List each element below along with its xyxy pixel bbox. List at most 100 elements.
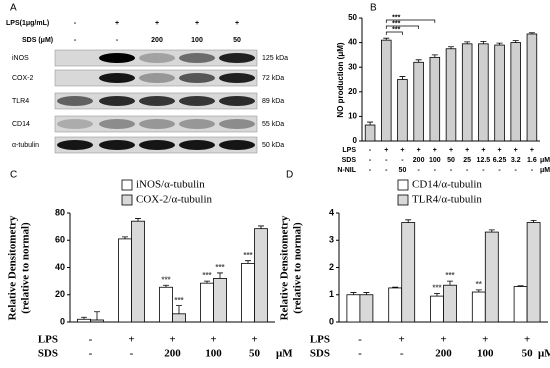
blot-band <box>219 119 255 129</box>
legend-label: COX-2/α-tubulin <box>136 194 213 206</box>
y-tick-label: 20 <box>348 87 357 96</box>
bar <box>77 318 91 323</box>
row-label: - <box>385 167 388 174</box>
error-bar <box>415 59 422 63</box>
row-label: 6.25 <box>493 157 507 164</box>
error-bar <box>81 316 87 320</box>
row-label: + <box>433 147 437 154</box>
error-bar <box>367 121 374 126</box>
y-axis-label: (relative to normal) <box>20 222 32 314</box>
error-bar <box>245 260 251 264</box>
error-bar <box>530 219 537 223</box>
blot-band <box>179 96 215 106</box>
error-bar <box>464 41 471 44</box>
row-label: + <box>530 147 534 154</box>
row-name: SDS <box>310 348 330 360</box>
blot-band <box>139 53 175 63</box>
row-label: + <box>384 147 388 154</box>
y-tick-label: 0 <box>60 316 65 326</box>
legend-swatch <box>397 179 409 191</box>
bar <box>445 48 457 142</box>
row-label: - <box>434 167 437 174</box>
row-label: 1.6 <box>527 157 537 164</box>
row-label: + <box>465 147 469 154</box>
error-bar <box>528 32 535 34</box>
error-bar <box>122 236 128 239</box>
band-name: TLR4 <box>12 98 29 105</box>
blot-band <box>99 119 135 129</box>
bar <box>401 222 416 323</box>
bar <box>90 319 104 323</box>
row-label: - <box>89 348 93 360</box>
bar <box>364 124 376 142</box>
row-label: 100 <box>429 157 441 164</box>
blot-band <box>57 140 93 150</box>
legend-swatch <box>121 179 133 191</box>
error-bar <box>512 40 519 43</box>
row-label: - <box>385 157 388 164</box>
significance-label: ** <box>476 280 483 289</box>
row-label: - <box>358 334 362 346</box>
significance-bracket <box>385 31 403 35</box>
bar <box>241 263 255 323</box>
row-unit: μM <box>540 157 550 164</box>
y-tick-label: 1 <box>329 289 334 299</box>
row-label: 50 <box>522 348 534 360</box>
row-label: 3.2 <box>511 157 521 164</box>
blot-band <box>139 96 175 106</box>
band-size: 55 kDa <box>262 121 284 128</box>
row-label: + <box>210 334 216 346</box>
condition-label: 50 <box>233 37 241 44</box>
bar <box>131 220 145 323</box>
y-tick-label: 10 <box>348 112 357 121</box>
blot-band <box>57 96 93 106</box>
y-tick-label: 80 <box>55 207 65 217</box>
bar <box>213 277 227 323</box>
row-label: - <box>369 157 372 164</box>
error-bar <box>488 229 495 233</box>
y-tick-label: 60 <box>55 235 65 245</box>
row-name: LPS <box>342 147 356 154</box>
significance-bracket <box>385 25 419 29</box>
row-label: 12.5 <box>477 157 491 164</box>
row-label: - <box>515 167 518 174</box>
error-bar <box>383 37 390 41</box>
row-label: - <box>450 167 453 174</box>
panel-letter: B <box>370 3 377 14</box>
error-bar <box>363 292 370 295</box>
error-bar <box>475 289 482 293</box>
bar <box>526 33 538 142</box>
legend-swatch <box>121 194 133 206</box>
band-size: 72 kDa <box>262 75 284 82</box>
row-label: + <box>417 147 421 154</box>
bar <box>461 43 473 142</box>
significance-label: *** <box>392 14 400 21</box>
error-bar <box>350 292 357 295</box>
y-tick-label: 20 <box>55 289 65 299</box>
error-bar <box>480 40 487 44</box>
blot-band <box>179 53 215 63</box>
row-label: + <box>400 147 404 154</box>
bar <box>430 295 444 323</box>
significance-label: *** <box>174 296 184 305</box>
row-unit: μM <box>540 167 550 174</box>
row-name: LPS <box>310 334 330 346</box>
significance-bracket <box>385 19 436 23</box>
row-label: + <box>128 334 134 346</box>
y-tick-label: 2 <box>329 262 334 272</box>
condition-label: 200 <box>151 37 163 44</box>
blot-band <box>139 140 175 150</box>
row-label: - <box>130 348 134 360</box>
panel-letter: D <box>286 170 293 181</box>
bar <box>359 294 374 323</box>
row-label: - <box>466 167 469 174</box>
panel-letter: C <box>10 170 17 181</box>
blot-band <box>219 96 255 106</box>
significance-label: *** <box>445 271 455 280</box>
blot-band <box>179 140 215 150</box>
error-bar <box>399 76 406 80</box>
legend-label: CD14/α-tubulin <box>412 179 482 191</box>
condition-label: 100 <box>191 37 203 44</box>
row-label: + <box>399 334 405 346</box>
